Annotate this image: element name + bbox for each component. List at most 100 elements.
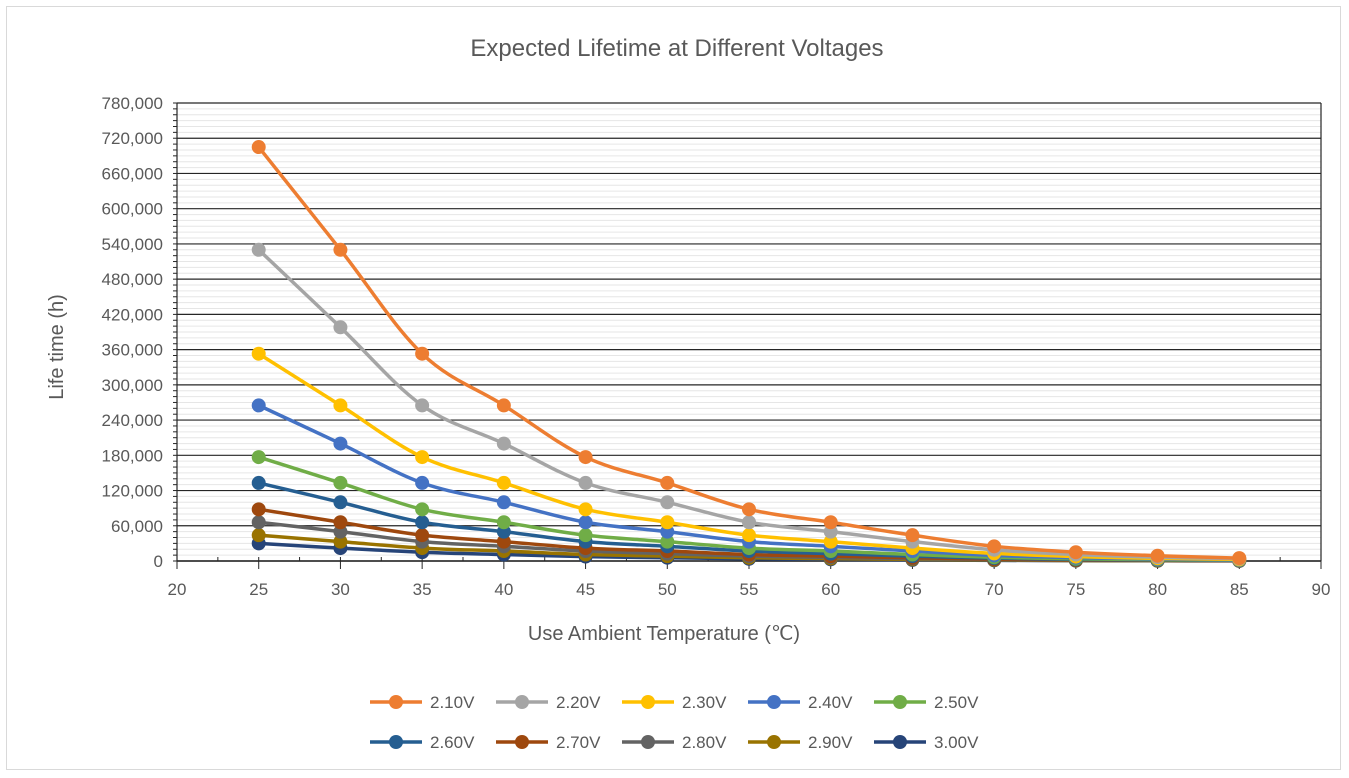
data-point	[578, 502, 593, 517]
data-point	[578, 475, 593, 490]
legend-label: 3.00V	[934, 733, 979, 752]
y-tick-label: 600,000	[102, 200, 163, 219]
legend-item: 2.80V	[622, 733, 727, 752]
y-tick-labels: 0 60,000 120,000 180,000 240,000 300,000 360,0…	[102, 94, 163, 571]
data-point	[333, 436, 348, 451]
data-point	[415, 475, 430, 490]
data-point	[1150, 548, 1165, 563]
y-tick-label: 360,000	[102, 341, 163, 360]
x-tick-label: 40	[494, 580, 513, 599]
legend-swatch-marker	[515, 735, 529, 749]
data-point	[251, 502, 266, 517]
x-tick-label: 20	[168, 580, 187, 599]
x-tick-label: 25	[249, 580, 268, 599]
data-point	[333, 475, 348, 490]
data-point	[415, 398, 430, 413]
legend-label: 2.60V	[430, 733, 475, 752]
data-point	[333, 398, 348, 413]
legend-item: 2.10V	[370, 693, 475, 712]
y-tick-label: 120,000	[102, 482, 163, 501]
legend-label: 2.40V	[808, 693, 853, 712]
y-tick-label: 0	[154, 552, 163, 571]
data-point	[578, 528, 593, 543]
data-point	[415, 528, 430, 543]
data-point	[660, 534, 675, 549]
legend-swatch-marker	[641, 735, 655, 749]
x-tick-label: 45	[576, 580, 595, 599]
x-tick-label: 70	[985, 580, 1004, 599]
data-point	[333, 534, 348, 549]
legend-label: 2.80V	[682, 733, 727, 752]
data-point	[823, 534, 838, 549]
legend-label: 2.70V	[556, 733, 601, 752]
series-2-10V	[251, 140, 1247, 566]
data-point	[251, 242, 266, 257]
legend-swatch-marker	[767, 695, 781, 709]
x-tick-label: 75	[1066, 580, 1085, 599]
y-tick-label: 540,000	[102, 235, 163, 254]
legend-item: 3.00V	[874, 733, 979, 752]
x-tick-label: 50	[658, 580, 677, 599]
x-tick-label: 80	[1148, 580, 1167, 599]
legend-swatch-marker	[389, 735, 403, 749]
x-tick-label: 65	[903, 580, 922, 599]
legend-swatch-marker	[641, 695, 655, 709]
legend-label: 2.90V	[808, 733, 853, 752]
data-point	[251, 515, 266, 530]
legend-item: 2.90V	[748, 733, 853, 752]
legend-swatch-marker	[515, 695, 529, 709]
y-tick-label: 180,000	[102, 446, 163, 465]
data-point	[660, 475, 675, 490]
data-point	[1068, 545, 1083, 560]
legend-label: 2.30V	[682, 693, 727, 712]
data-point	[496, 495, 511, 510]
data-point	[333, 515, 348, 530]
legend-item: 2.70V	[496, 733, 601, 752]
data-point	[496, 534, 511, 549]
chart-frame	[6, 6, 1341, 770]
data-point	[496, 515, 511, 530]
legend: 2.10V 2.20V 2.30V 2.40V 2.50V 2.60V 2.70V 2.80V…	[370, 693, 979, 752]
legend-item: 2.60V	[370, 733, 475, 752]
x-tick-label: 55	[740, 580, 759, 599]
data-point	[660, 515, 675, 530]
y-tick-label: 780,000	[102, 94, 163, 113]
legend-label: 2.50V	[934, 693, 979, 712]
legend-swatch-marker	[893, 735, 907, 749]
x-tick-label: 60	[821, 580, 840, 599]
data-point	[415, 346, 430, 361]
x-tick-labels: 20 25 30 35 40 45 50 55 60 65 70 75 80 85 90	[168, 580, 1331, 599]
x-tick-label: 35	[413, 580, 432, 599]
data-point	[333, 242, 348, 257]
data-point	[742, 528, 756, 543]
data-point	[333, 320, 348, 335]
y-tick-label: 60,000	[111, 517, 163, 536]
data-point	[415, 450, 430, 465]
data-point	[251, 140, 266, 155]
data-point	[496, 436, 511, 451]
data-point	[496, 398, 511, 413]
x-axis-title: Use Ambient Temperature (℃)	[528, 623, 800, 645]
legend-swatch-marker	[389, 695, 403, 709]
legend-item: 2.30V	[622, 693, 727, 712]
y-tick-label: 300,000	[102, 376, 163, 395]
legend-item: 2.20V	[496, 693, 601, 712]
series-group	[251, 140, 1247, 568]
y-tick-label: 660,000	[102, 164, 163, 183]
x-tick-label: 30	[331, 580, 350, 599]
data-point	[251, 398, 266, 413]
legend-item: 2.50V	[874, 693, 979, 712]
data-point	[987, 539, 1002, 554]
legend-swatch-marker	[767, 735, 781, 749]
legend-label: 2.20V	[556, 693, 601, 712]
y-tick-label: 240,000	[102, 411, 163, 430]
data-point	[823, 515, 838, 530]
data-point	[496, 475, 511, 490]
data-point	[415, 502, 430, 517]
data-point	[251, 528, 266, 543]
legend-label: 2.10V	[430, 693, 475, 712]
data-point	[251, 450, 266, 465]
data-point	[1232, 551, 1247, 566]
data-point	[660, 495, 675, 510]
